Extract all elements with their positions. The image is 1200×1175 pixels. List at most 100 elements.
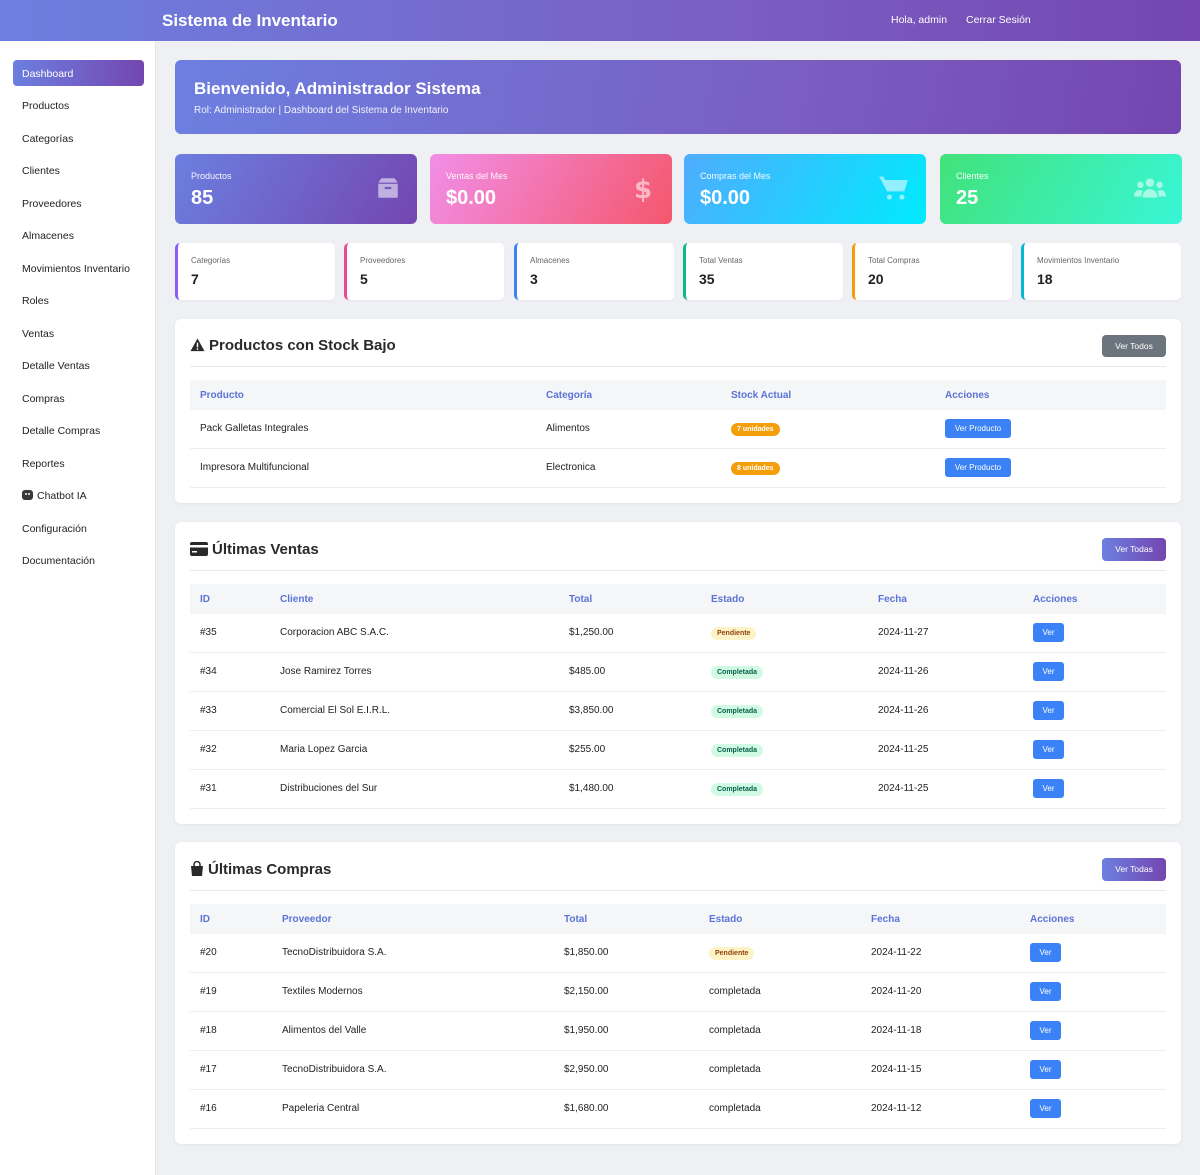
stat-card-compras-mes: Compras del Mes $0.00	[684, 154, 926, 224]
column-header: Acciones	[1033, 594, 1078, 605]
credit-card-icon	[190, 542, 208, 556]
ver-button[interactable]: Ver	[1030, 1021, 1061, 1040]
sidebar-item-detalle-ventas[interactable]: Detalle Ventas	[13, 352, 144, 378]
welcome-banner: Bienvenido, Administrador Sistema Rol: A…	[175, 60, 1181, 134]
sale-total: $485.00	[569, 666, 606, 677]
divider	[190, 890, 1166, 891]
column-header: Producto	[200, 390, 244, 401]
sidebar-item-configuracion[interactable]: Configuración	[13, 515, 144, 541]
mini-stat-label: Total Compras	[868, 256, 920, 265]
column-header: Fecha	[871, 914, 900, 925]
column-header: Proveedor	[282, 914, 332, 925]
stat-card-ventas-mes: Ventas del Mes $0.00 $	[430, 154, 672, 224]
welcome-title: Bienvenido, Administrador Sistema	[194, 79, 481, 98]
sidebar-item-movimientos[interactable]: Movimientos Inventario	[13, 255, 144, 281]
sale-date: 2024-11-25	[878, 744, 929, 755]
purchase-id: #16	[200, 1103, 217, 1114]
stock-badge: 7 unidades	[731, 423, 780, 436]
purchase-date: 2024-11-15	[871, 1064, 922, 1075]
purchase-supplier: Papeleria Central	[282, 1103, 360, 1114]
sale-total: $255.00	[569, 744, 606, 755]
brand-title[interactable]: Sistema de Inventario	[162, 11, 338, 30]
sidebar-item-almacenes[interactable]: Almacenes	[13, 222, 144, 248]
mini-stat-movimientos: Movimientos Inventario 18	[1021, 243, 1181, 300]
purchase-id: #18	[200, 1025, 217, 1036]
ver-producto-button[interactable]: Ver Producto	[945, 458, 1011, 477]
purchase-supplier: Alimentos del Valle	[282, 1025, 367, 1036]
ver-button[interactable]: Ver	[1033, 623, 1064, 642]
purchase-id: #17	[200, 1064, 217, 1075]
ver-button[interactable]: Ver	[1033, 740, 1064, 759]
purchase-total: $1,950.00	[564, 1025, 609, 1036]
sidebar-item-detalle-compras[interactable]: Detalle Compras	[13, 417, 144, 443]
status-badge: Completada	[711, 783, 764, 796]
sidebar-item-compras[interactable]: Compras	[13, 385, 144, 411]
sidebar: Dashboard Productos Categorías Clientes …	[0, 41, 156, 1175]
sale-client: Distribuciones del Sur	[280, 783, 378, 794]
sidebar-item-label: Roles	[22, 295, 49, 307]
table-row: #32 Maria Lopez Garcia $255.00 Completad…	[190, 731, 1166, 770]
purchase-date: 2024-11-20	[871, 986, 922, 997]
robot-icon	[22, 490, 33, 500]
ver-todas-ventas-button[interactable]: Ver Todas	[1102, 538, 1166, 561]
logout-link[interactable]: Cerrar Sesión	[966, 14, 1031, 26]
stat-label: Ventas del Mes	[446, 171, 508, 181]
ver-button[interactable]: Ver	[1030, 943, 1061, 962]
column-header: ID	[200, 914, 210, 925]
warning-icon	[190, 338, 205, 352]
ver-button[interactable]: Ver	[1030, 982, 1061, 1001]
product-category: Electronica	[546, 462, 596, 473]
users-icon	[1134, 178, 1166, 198]
sidebar-item-productos[interactable]: Productos	[13, 92, 144, 118]
stat-value: $0.00	[446, 187, 497, 209]
purchase-date: 2024-11-18	[871, 1025, 922, 1036]
stat-value: $0.00	[700, 187, 751, 209]
sale-client: Comercial El Sol E.I.R.L.	[280, 705, 391, 716]
sidebar-item-categorias[interactable]: Categorías	[13, 125, 144, 151]
ver-producto-button[interactable]: Ver Producto	[945, 419, 1011, 438]
sidebar-item-proveedores[interactable]: Proveedores	[13, 190, 144, 216]
ver-todas-compras-button[interactable]: Ver Todas	[1102, 858, 1166, 881]
ver-button[interactable]: Ver	[1033, 662, 1064, 681]
column-header: Cliente	[280, 594, 314, 605]
sidebar-item-ventas[interactable]: Ventas	[13, 320, 144, 346]
purchase-supplier: TecnoDistribuidora S.A.	[282, 947, 387, 958]
ver-button[interactable]: Ver	[1033, 701, 1064, 720]
sidebar-item-clientes[interactable]: Clientes	[13, 157, 144, 183]
cart-icon	[879, 176, 908, 200]
sale-client: Maria Lopez Garcia	[280, 744, 368, 755]
column-header: Total	[564, 914, 588, 925]
sidebar-item-dashboard[interactable]: Dashboard	[13, 60, 144, 86]
ver-button[interactable]: Ver	[1030, 1060, 1061, 1079]
box-icon	[378, 178, 398, 198]
ver-button[interactable]: Ver	[1030, 1099, 1061, 1118]
table-row: #19 Textiles Modernos $2,150.00 completa…	[190, 973, 1166, 1012]
welcome-subtitle: Rol: Administrador | Dashboard del Siste…	[194, 105, 449, 116]
mini-stat-proveedores: Proveedores 5	[344, 243, 504, 300]
ver-button[interactable]: Ver	[1033, 779, 1064, 798]
sidebar-item-label: Reportes	[22, 458, 65, 470]
column-header: Total	[569, 594, 593, 605]
column-header: ID	[200, 594, 210, 605]
table-row: #33 Comercial El Sol E.I.R.L. $3,850.00 …	[190, 692, 1166, 731]
column-header: Acciones	[945, 390, 990, 401]
svg-text:$: $	[634, 175, 652, 202]
top-navbar: Sistema de Inventario Hola, admin Cerrar…	[0, 0, 1200, 41]
sale-client: Jose Ramirez Torres	[280, 666, 372, 677]
sidebar-item-label: Detalle Ventas	[22, 360, 90, 372]
sidebar-item-label: Configuración	[22, 523, 87, 535]
sidebar-item-roles[interactable]: Roles	[13, 287, 144, 313]
card-title: Productos con Stock Bajo	[190, 337, 396, 354]
mini-stat-value: 35	[699, 271, 715, 287]
purchase-id: #19	[200, 986, 217, 997]
sidebar-item-reportes[interactable]: Reportes	[13, 450, 144, 476]
mini-stat-value: 5	[360, 271, 368, 287]
card-title-text: Productos con Stock Bajo	[209, 337, 396, 354]
sidebar-item-documentacion[interactable]: Documentación	[13, 547, 144, 573]
table-header: ID Proveedor Total Estado Fecha Acciones	[190, 904, 1166, 934]
purchase-date: 2024-11-22	[871, 947, 922, 958]
table-row: #17 TecnoDistribuidora S.A. $2,950.00 co…	[190, 1051, 1166, 1090]
ver-todos-button[interactable]: Ver Todos	[1102, 335, 1166, 357]
sidebar-item-chatbot[interactable]: Chatbot IA	[13, 482, 144, 508]
mini-stat-value: 18	[1037, 271, 1053, 287]
